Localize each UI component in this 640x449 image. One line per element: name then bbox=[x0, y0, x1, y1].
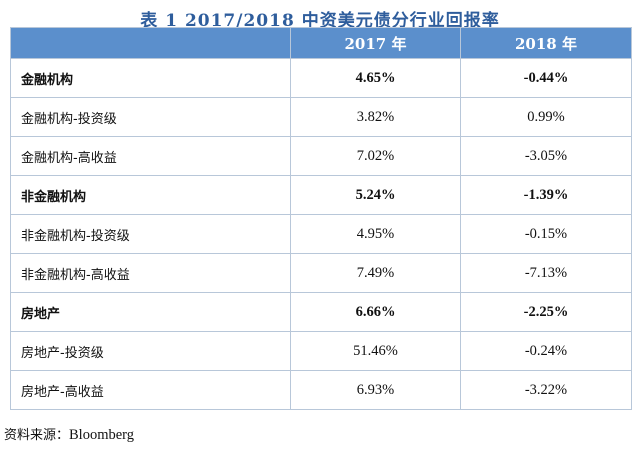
return-2018: -3.22% bbox=[460, 370, 632, 410]
row-label: 房地产-投资级 bbox=[10, 331, 291, 371]
return-2018: 0.99% bbox=[460, 97, 632, 137]
row-label: 房地产-高收益 bbox=[10, 370, 291, 410]
table-row: 房地产 6.66% -2.25% bbox=[10, 292, 632, 332]
return-2018: -2.25% bbox=[460, 292, 632, 332]
table-header-row: 2017 年 2018 年 bbox=[10, 27, 632, 59]
table-row: 非金融机构 5.24% -1.39% bbox=[10, 175, 632, 215]
table-row: 金融机构 4.65% -0.44% bbox=[10, 58, 632, 98]
row-label: 金融机构 bbox=[10, 58, 291, 98]
table-row: 金融机构-投资级 3.82% 0.99% bbox=[10, 97, 632, 137]
table-row: 金融机构-高收益 7.02% -3.05% bbox=[10, 136, 632, 176]
return-2017: 7.02% bbox=[290, 136, 461, 176]
source-prefix: 资料来源： bbox=[4, 428, 70, 443]
return-2017: 4.95% bbox=[290, 214, 461, 254]
return-2018: -1.39% bbox=[460, 175, 632, 215]
row-label: 非金融机构-投资级 bbox=[10, 214, 291, 254]
return-2017: 51.46% bbox=[290, 331, 461, 371]
return-2017: 5.24% bbox=[290, 175, 461, 215]
row-label: 非金融机构 bbox=[10, 175, 291, 215]
return-2017: 6.93% bbox=[290, 370, 461, 410]
return-2017: 7.49% bbox=[290, 253, 461, 293]
table-row: 房地产-投资级 51.46% -0.24% bbox=[10, 331, 632, 371]
return-2017: 3.82% bbox=[290, 97, 461, 137]
table-row: 非金融机构-高收益 7.49% -7.13% bbox=[10, 253, 632, 293]
return-2018: -0.44% bbox=[460, 58, 632, 98]
return-2018: -0.24% bbox=[460, 331, 632, 371]
row-label: 房地产 bbox=[10, 292, 291, 332]
row-label: 金融机构-高收益 bbox=[10, 136, 291, 176]
source-note: 资料来源：Bloomberg bbox=[4, 424, 134, 444]
header-cell-2018: 2018 年 bbox=[460, 27, 632, 59]
table-row: 房地产-高收益 6.93% -3.22% bbox=[10, 370, 632, 410]
table-row: 非金融机构-投资级 4.95% -0.15% bbox=[10, 214, 632, 254]
returns-table: 2017 年 2018 年 金融机构 4.65% -0.44% 金融机构-投资级… bbox=[10, 27, 632, 410]
header-cell-2017: 2017 年 bbox=[290, 27, 461, 59]
return-2018: -7.13% bbox=[460, 253, 632, 293]
header-cell-category bbox=[10, 27, 291, 59]
row-label: 非金融机构-高收益 bbox=[10, 253, 291, 293]
source-name: Bloomberg bbox=[69, 427, 134, 443]
table-title: 表 1 2017/2018 中资美元债分行业回报率 bbox=[140, 11, 500, 31]
row-label: 金融机构-投资级 bbox=[10, 97, 291, 137]
return-2018: -3.05% bbox=[460, 136, 632, 176]
return-2017: 4.65% bbox=[290, 58, 461, 98]
return-2017: 6.66% bbox=[290, 292, 461, 332]
return-2018: -0.15% bbox=[460, 214, 632, 254]
